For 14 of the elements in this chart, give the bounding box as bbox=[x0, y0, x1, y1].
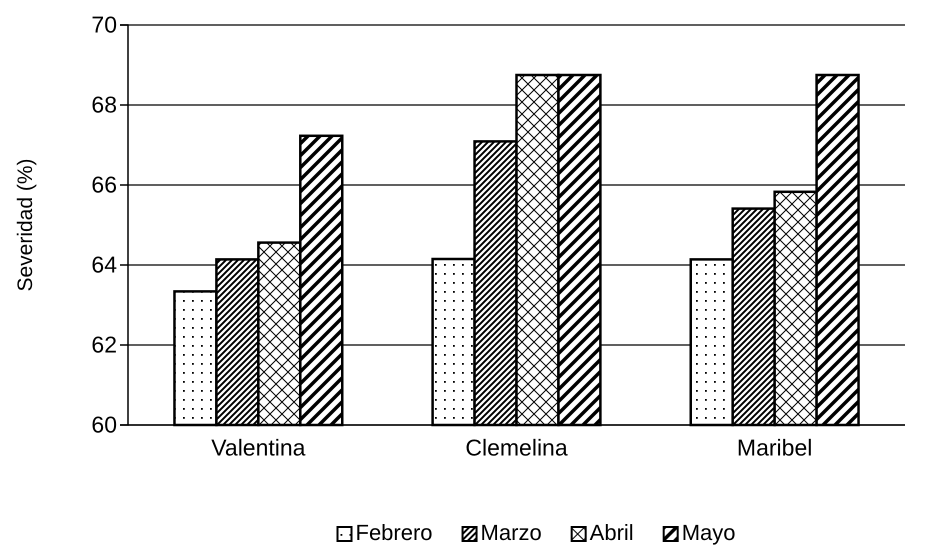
y-tick-label: 62 bbox=[91, 331, 117, 358]
y-tick-label: 66 bbox=[91, 171, 117, 198]
y-tick-label: 64 bbox=[91, 251, 118, 278]
x-tick-label: Valentina bbox=[211, 434, 306, 461]
y-tick-label: 70 bbox=[91, 11, 117, 38]
legend-label: Mayo bbox=[682, 520, 736, 545]
legend-label: Febrero bbox=[356, 520, 433, 545]
x-tick-label: Maribel bbox=[736, 434, 812, 461]
x-tick-label: Clemelina bbox=[465, 434, 568, 461]
y-tick-label: 60 bbox=[91, 411, 117, 438]
legend-label: Abril bbox=[590, 520, 634, 545]
y-tick-label: 68 bbox=[91, 91, 117, 118]
y-axis-title: Severidad (%) bbox=[14, 158, 37, 292]
legend-label: Marzo bbox=[480, 520, 542, 545]
